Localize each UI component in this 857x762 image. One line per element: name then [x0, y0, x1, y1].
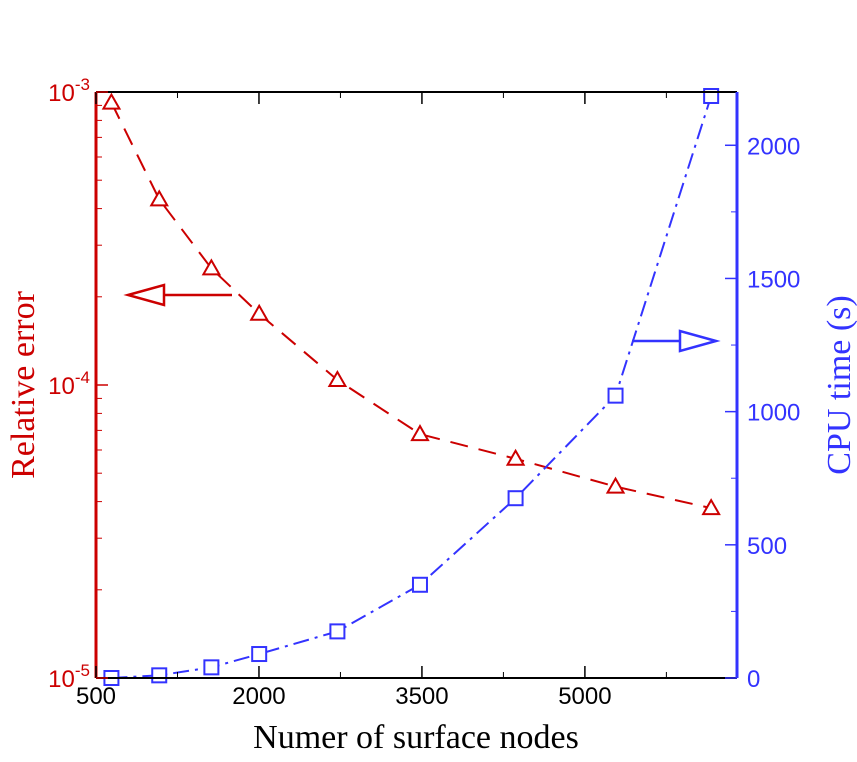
right-tick-label: 0	[747, 666, 760, 693]
x-axis-title: Numer of surface nodes	[253, 719, 579, 756]
data-point-triangle	[505, 448, 526, 466]
x-tick-label: 2000	[232, 683, 285, 710]
data-point-square	[411, 576, 428, 593]
left-tick-label: 10-4	[48, 368, 90, 400]
data-point-square	[507, 490, 524, 507]
data-point-triangle	[701, 498, 721, 516]
left-tick-label: 10-3	[48, 75, 90, 107]
data-point-square	[203, 659, 220, 676]
left-tick-label: 10-5	[48, 661, 90, 693]
data-point-square	[607, 387, 624, 404]
data-point-triangle	[149, 189, 169, 207]
labels-layer: 500 2000 3500 5000 10-3 10-4 10-5 0 500 1000 1500 2…	[48, 75, 800, 710]
right-tick-label: 2000	[747, 133, 800, 160]
right-arrow-head	[678, 329, 721, 353]
data-point-triangle	[101, 92, 122, 110]
x-tick-label: 5000	[558, 683, 611, 710]
right-tick-label: 1000	[747, 400, 800, 427]
data-point-triangle	[249, 303, 269, 321]
x-tick-label: 500	[76, 683, 116, 710]
x-tick-label: 3500	[395, 683, 448, 710]
left-arrow-head	[123, 283, 166, 307]
data-point-triangle	[201, 258, 222, 276]
annotation-layer	[123, 283, 721, 353]
ticks-layer	[95, 91, 737, 679]
data-point-square	[251, 646, 268, 663]
data-point-triangle	[327, 369, 348, 388]
data-point-triangle	[410, 424, 430, 442]
data-point-square	[329, 623, 346, 640]
right-tick-label: 1500	[747, 266, 800, 293]
data-point-square	[151, 667, 168, 684]
right-y-axis-title: CPU time (s)	[821, 295, 857, 474]
series-layer	[101, 87, 721, 686]
axes-layer	[94, 91, 739, 679]
right-tick-label: 500	[747, 533, 787, 560]
data-point-triangle	[605, 476, 626, 494]
left-y-axis-title: Relative error	[5, 290, 42, 479]
